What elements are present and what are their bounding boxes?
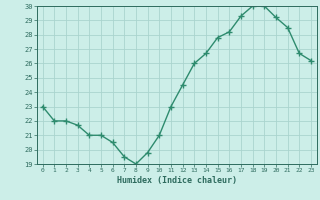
X-axis label: Humidex (Indice chaleur): Humidex (Indice chaleur) bbox=[117, 176, 237, 185]
